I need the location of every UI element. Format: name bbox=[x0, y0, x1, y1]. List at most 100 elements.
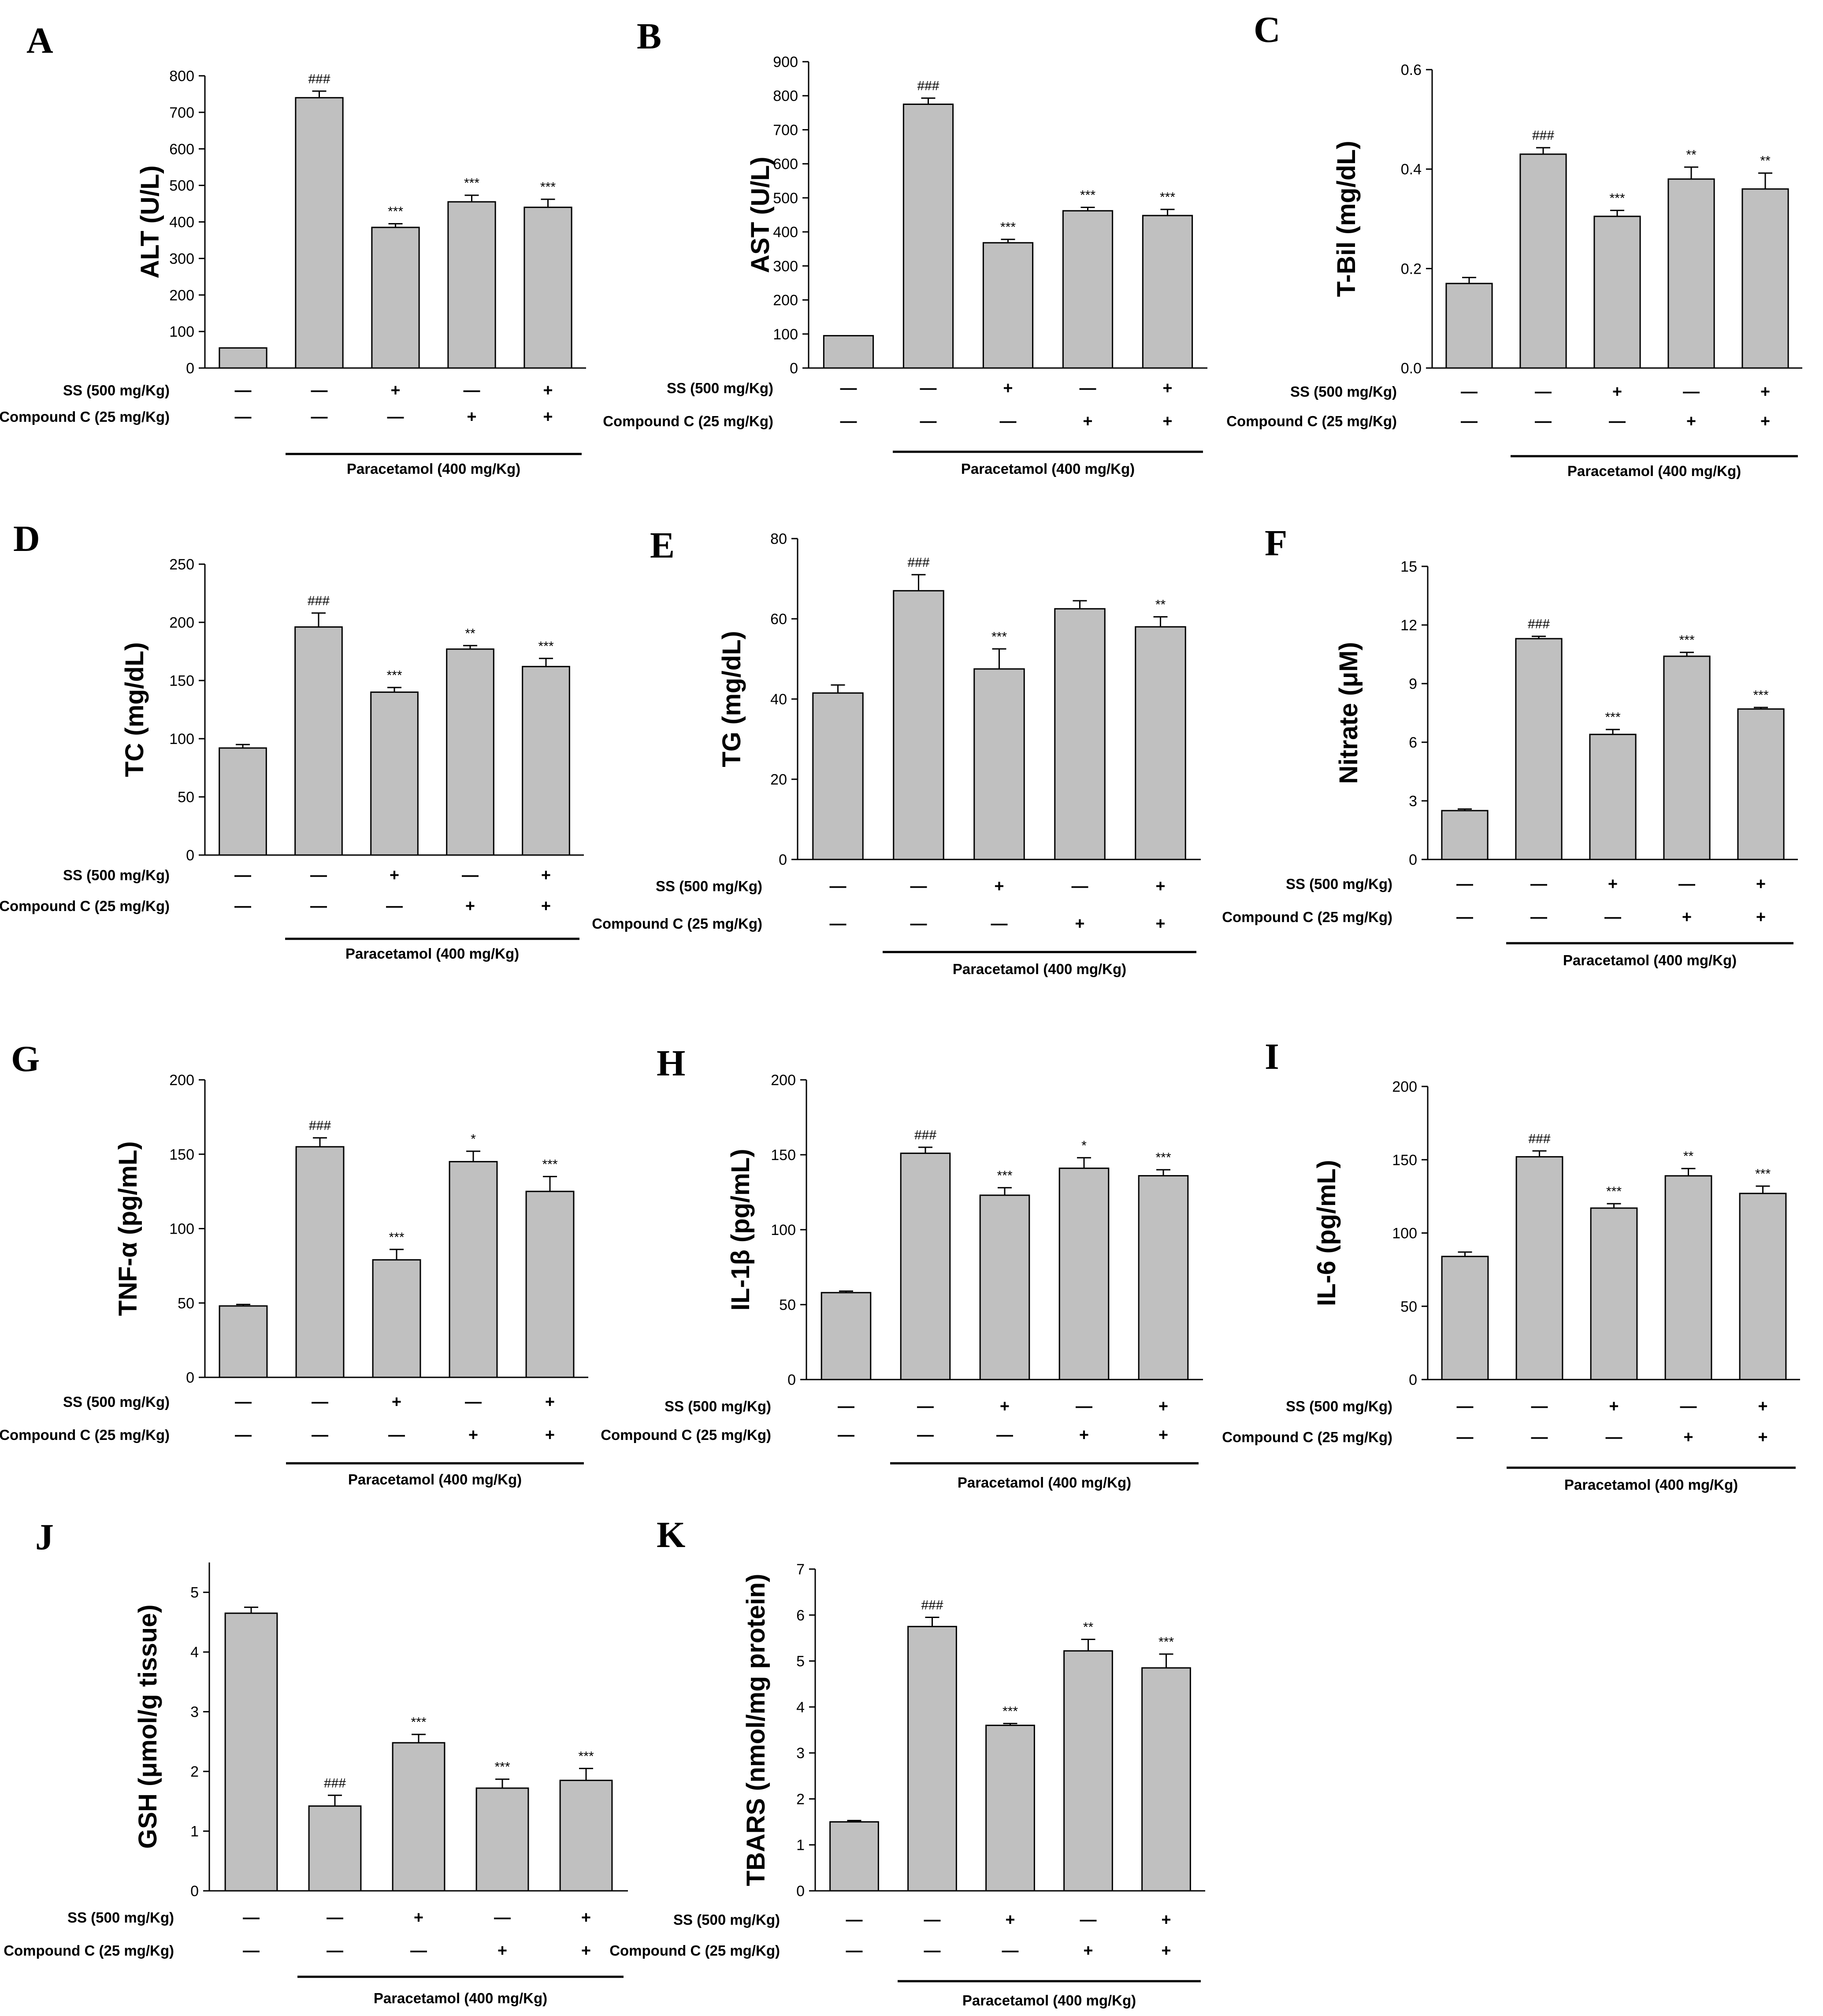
compound-c-sign: — bbox=[1606, 1428, 1623, 1447]
ss-sign: — bbox=[1072, 877, 1088, 896]
ss-sign: — bbox=[1461, 383, 1478, 401]
ss-sign: — bbox=[1076, 1397, 1092, 1416]
y-tick-label: 0 bbox=[1409, 852, 1417, 868]
significance-label: ### bbox=[917, 79, 939, 93]
y-tick-label: 6 bbox=[1409, 734, 1417, 751]
y-axis-label: TG (mg/dL) bbox=[717, 631, 746, 767]
compound-c-sign: — bbox=[838, 1426, 854, 1444]
panel-g: G TNF-α (pg/mL) 0 50 100 150 200 — — ### — — *** + — * —… bbox=[0, 1038, 588, 1488]
compound-c-sign: + bbox=[1760, 412, 1770, 431]
compound-c-sign: — bbox=[1457, 1428, 1474, 1447]
y-tick-label: 3 bbox=[1409, 793, 1417, 810]
significance-label: *** bbox=[1160, 190, 1175, 205]
ss-sign: — bbox=[462, 866, 479, 885]
y-tick-label: 50 bbox=[178, 1295, 194, 1312]
y-tick-label: 700 bbox=[169, 104, 194, 121]
compound-c-sign: + bbox=[1682, 908, 1692, 926]
paracetamol-label: Paracetamol (400 mg/Kg) bbox=[1567, 463, 1741, 479]
compound-c-sign: — bbox=[991, 915, 1008, 933]
ss-sign: — bbox=[1457, 1397, 1474, 1416]
ss-row-label: SS (500 mg/Kg) bbox=[667, 380, 773, 396]
compound-c-sign: — bbox=[1604, 908, 1621, 926]
significance-label: *** bbox=[1080, 188, 1095, 203]
compound-c-sign: + bbox=[1083, 1942, 1093, 1960]
y-tick-label: 900 bbox=[773, 54, 798, 71]
y-axis-label: TC (mg/dL) bbox=[120, 642, 149, 777]
bar bbox=[1739, 1193, 1787, 1380]
bar bbox=[1667, 178, 1715, 369]
bar bbox=[392, 1742, 446, 1892]
significance-label: *** bbox=[494, 1760, 510, 1774]
y-tick-label: 500 bbox=[773, 190, 798, 207]
bar bbox=[1445, 283, 1493, 369]
bar bbox=[902, 104, 954, 369]
bar bbox=[524, 206, 572, 369]
compound-c-sign: + bbox=[1079, 1426, 1089, 1444]
y-tick-label: 100 bbox=[169, 324, 194, 340]
significance-label: *** bbox=[464, 176, 479, 190]
significance-label: ** bbox=[1686, 148, 1697, 162]
ss-sign: — bbox=[327, 1908, 343, 1927]
bar bbox=[1664, 1175, 1712, 1380]
compound-c-sign: + bbox=[1075, 915, 1084, 933]
bar bbox=[308, 1805, 362, 1892]
ss-sign: + bbox=[390, 381, 400, 400]
ss-sign: — bbox=[311, 381, 328, 400]
significance-label: ### bbox=[907, 555, 929, 570]
y-tick-label: 0 bbox=[787, 1372, 796, 1388]
ss-sign: + bbox=[1760, 383, 1770, 401]
compound-c-row-label: Compound C (25 mg/Kg) bbox=[601, 1427, 771, 1443]
panel-letter: F bbox=[1265, 523, 1287, 564]
compound-c-sign: — bbox=[830, 915, 847, 933]
ss-sign: + bbox=[1161, 1911, 1171, 1929]
y-tick-label: 0 bbox=[186, 847, 194, 864]
paracetamol-label: Paracetamol (400 mg/Kg) bbox=[348, 1471, 522, 1488]
y-tick-label: 800 bbox=[773, 88, 798, 104]
compound-c-sign: — bbox=[243, 1942, 260, 1960]
ss-sign: — bbox=[234, 866, 251, 885]
panel-i: I IL-6 (pg/mL) 0 50 100 150 200 — — ### — — *** + — ** —… bbox=[1222, 1036, 1800, 1493]
ss-row-label: SS (500 mg/Kg) bbox=[1286, 876, 1392, 892]
significance-label: ** bbox=[1083, 1620, 1094, 1635]
bar bbox=[219, 747, 267, 856]
significance-label: ### bbox=[1528, 617, 1550, 632]
significance-label: *** bbox=[388, 205, 403, 219]
bar bbox=[219, 347, 267, 369]
bar bbox=[1441, 1256, 1489, 1380]
bar bbox=[900, 1153, 951, 1380]
y-tick-label: 15 bbox=[1400, 558, 1417, 575]
compound-c-sign: + bbox=[543, 408, 553, 426]
panel-h: H IL-1β (pg/mL) 0 50 100 150 200 — — ### — — *** + — * —… bbox=[601, 1043, 1203, 1491]
significance-label: ** bbox=[1760, 154, 1771, 168]
y-tick-label: 100 bbox=[771, 1222, 796, 1239]
ss-sign: + bbox=[1005, 1911, 1015, 1929]
compound-c-sign: — bbox=[388, 1426, 405, 1444]
ss-sign: — bbox=[830, 877, 847, 896]
panel-letter: J bbox=[35, 1517, 54, 1558]
bar bbox=[979, 1194, 1030, 1380]
y-tick-label: 300 bbox=[773, 258, 798, 275]
ss-sign: + bbox=[414, 1908, 423, 1927]
compound-c-sign: — bbox=[846, 1942, 863, 1960]
ss-sign: + bbox=[1758, 1397, 1767, 1416]
significance-label: *** bbox=[991, 629, 1007, 644]
significance-label: ### bbox=[921, 1598, 943, 1613]
y-tick-label: 100 bbox=[1392, 1225, 1417, 1242]
y-tick-label: 20 bbox=[770, 771, 787, 788]
y-tick-label: 4 bbox=[796, 1699, 805, 1716]
y-tick-label: 50 bbox=[178, 789, 194, 806]
y-tick-label: 3 bbox=[190, 1704, 199, 1721]
y-tick-label: 700 bbox=[773, 122, 798, 138]
compound-c-row-label: Compound C (25 mg/Kg) bbox=[592, 915, 762, 932]
ss-row-label: SS (500 mg/Kg) bbox=[665, 1398, 771, 1414]
bar bbox=[294, 626, 343, 856]
compound-c-sign: — bbox=[312, 1426, 328, 1444]
ss-row-label: SS (500 mg/Kg) bbox=[1290, 383, 1397, 400]
y-tick-label: 400 bbox=[169, 214, 194, 231]
y-tick-label: 200 bbox=[771, 1072, 796, 1089]
compound-c-sign: + bbox=[1083, 412, 1092, 431]
significance-label: ### bbox=[1532, 128, 1554, 143]
panel-a: A ALT (U/L) 0 100 200 300 400 500 600 700 800 — — ###… bbox=[0, 20, 586, 477]
compound-c-row-label: Compound C (25 mg/Kg) bbox=[4, 1942, 174, 1959]
compound-c-sign: — bbox=[386, 897, 403, 915]
